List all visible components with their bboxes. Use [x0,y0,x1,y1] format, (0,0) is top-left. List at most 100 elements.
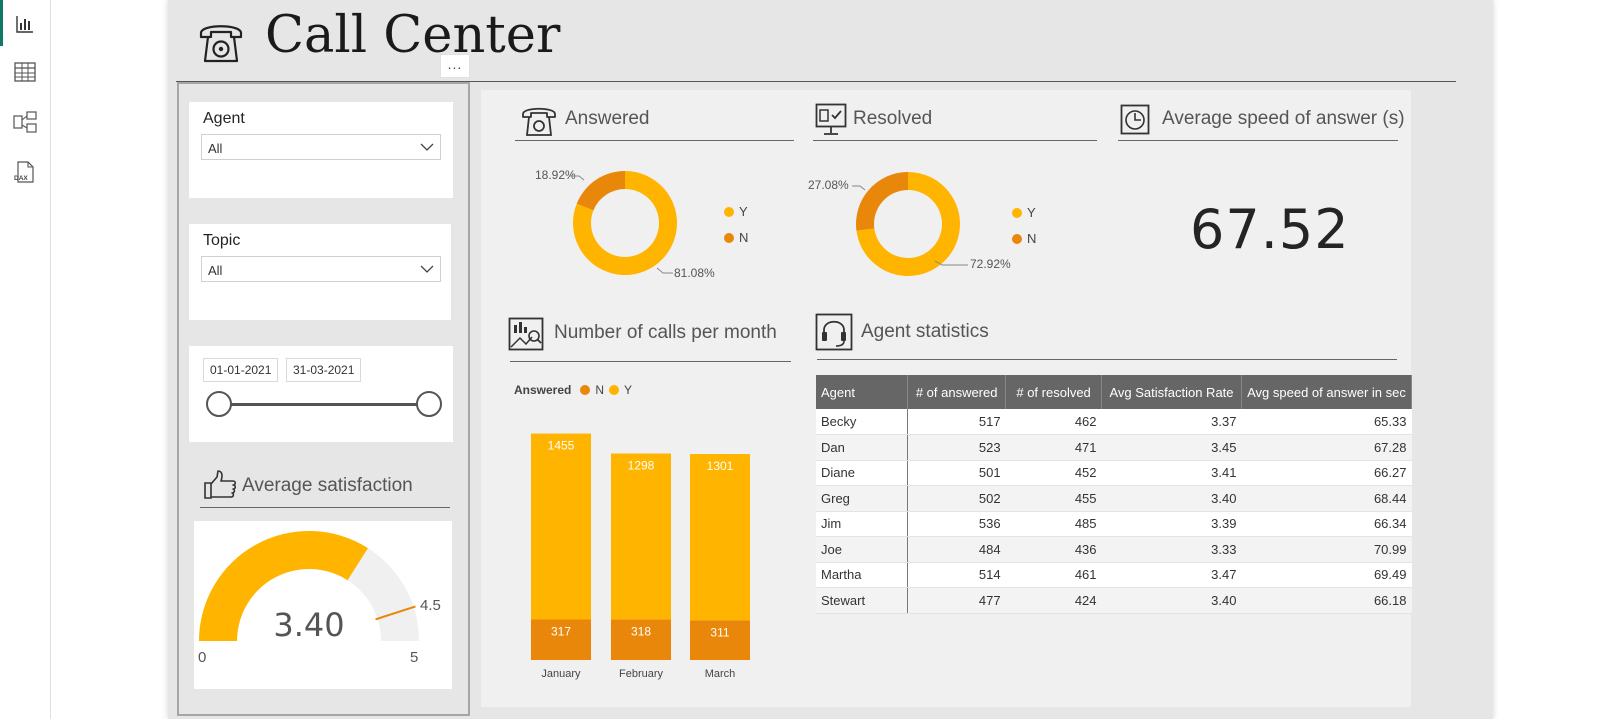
bar-y-march[interactable] [690,454,750,621]
more-options-button[interactable]: ... [440,54,470,78]
table-cell: 3.40 [1101,485,1242,512]
legend-swatch [724,232,734,243]
data-view-icon [14,62,36,82]
telephone-icon [522,107,556,136]
answered-title: Answered [565,108,650,129]
agent-statistics-title: Agent statistics [861,321,989,342]
table-cell: 66.27 [1241,460,1412,486]
column-header[interactable]: # of answered [907,375,1007,409]
calls-legend-n[interactable]: N [595,383,605,397]
column-header[interactable]: # of resolved [1005,375,1103,409]
table-cell: 424 [1005,587,1102,614]
resolved-donut-chart[interactable] [853,169,963,279]
speed-kpi-value: 67.52 [1190,198,1350,261]
resolved-n-percent: 27.08% [808,178,849,192]
table-row[interactable]: Greg 502 455 3.40 68.44 [816,485,1412,512]
gauge-target-marker [375,605,416,621]
topic-slicer: Topic All [189,224,451,320]
calls-legend-y[interactable]: Y [624,383,633,397]
date-range-track[interactable] [219,403,429,406]
bar-n-february[interactable] [611,619,671,660]
resolved-slice-y[interactable] [856,172,960,276]
answered-legend-n[interactable]: N [724,230,748,245]
bar-n-march[interactable] [690,620,750,660]
table-cell: Becky [816,409,909,435]
satisfaction-gauge-card[interactable]: 3.40 0 5 4.5 [194,521,452,689]
dax-query-view-button[interactable]: DAX [0,148,50,196]
table-cell: 452 [1005,460,1102,486]
calls-per-month-title: Number of calls per month [554,322,777,343]
end-date-input[interactable]: 31-03-2021 [286,358,362,382]
answered-leader-lines [569,175,673,274]
telephone-icon [199,25,243,63]
table-cell: 70.99 [1241,536,1412,563]
legend-swatch-y [609,385,620,395]
gauge-value: 3.40 [273,606,344,644]
resolved-slice-n[interactable] [856,172,908,231]
agent-dropdown[interactable]: All [201,134,441,160]
table-cell: 69.49 [1241,562,1412,588]
table-cell: 455 [1005,485,1102,512]
answered-n-percent: 18.92% [535,168,576,182]
model-view-button[interactable] [0,98,50,146]
column-header[interactable]: Avg Satisfaction Rate [1101,375,1242,409]
date-slicer: 01-01-2021 31-03-2021 [189,346,453,442]
answered-legend-y[interactable]: Y [724,204,748,219]
bar-y-february[interactable] [611,453,671,620]
answered-slice-y[interactable] [573,171,677,275]
answered-y-percent: 81.08% [674,266,715,280]
report-view-button[interactable] [0,0,50,48]
table-row[interactable]: Diane 501 452 3.41 66.27 [816,460,1412,486]
table-row[interactable]: Joe 484 436 3.33 70.99 [816,536,1412,563]
table-row[interactable]: Jim 536 485 3.39 66.34 [816,511,1412,537]
answered-donut-chart[interactable] [570,168,680,278]
report-view-icon [16,16,33,33]
table-row[interactable]: Martha 514 461 3.47 69.49 [816,562,1412,588]
table-cell: Dan [816,434,909,461]
resolved-legend-n[interactable]: N [1012,231,1036,246]
page-title: Call Center [265,6,561,65]
bar-n-january[interactable] [531,619,591,660]
gauge-target-label: 4.5 [420,597,441,614]
bar-data-label: 1298 [628,459,655,473]
view-switcher-rail: DAX [0,0,51,719]
chart-report-icon [508,317,544,351]
resolved-leader-lines [852,185,968,266]
table-header-row: Agent # of answered # of resolved Avg Sa… [816,375,1413,409]
legend-label: N [739,230,749,245]
monitor-check-icon [815,103,847,135]
resolved-y-percent: 72.92% [970,257,1011,271]
table-row[interactable]: Dan 523 471 3.45 67.28 [816,434,1412,461]
table-cell: Diane [816,460,909,486]
calls-legend: Answered N Y [514,383,632,397]
calls-per-month-divider [510,361,791,362]
topic-dropdown-value: All [208,263,223,278]
topic-dropdown[interactable]: All [201,256,441,282]
resolved-divider [813,140,1097,141]
table-cell: 462 [1005,409,1102,435]
date-range-start-handle[interactable] [206,391,232,417]
speed-divider [1118,140,1398,141]
table-row[interactable]: Becky 517 462 3.37 65.33 [816,409,1412,435]
table-cell: 66.34 [1241,511,1412,537]
table-cell: Joe [816,536,909,563]
table-cell: 3.45 [1101,434,1242,461]
bar-y-january[interactable] [531,433,591,620]
date-range-end-handle[interactable] [416,391,442,417]
bar-data-label: 311 [710,625,729,639]
chevron-down-icon [420,265,434,273]
table-row[interactable]: Stewart 477 424 3.40 66.18 [816,587,1412,614]
start-date-input[interactable]: 01-01-2021 [203,358,279,382]
column-header[interactable]: Agent [816,375,909,409]
table-cell: 3.47 [1101,562,1242,588]
satisfaction-gauge[interactable]: 3.40 0 5 4.5 [194,521,452,689]
column-header[interactable]: Avg speed of answer in sec [1241,375,1413,409]
legend-label: Y [1027,205,1036,220]
resolved-legend-y[interactable]: Y [1012,205,1036,220]
answered-slice-n[interactable] [576,171,625,211]
calls-per-month-bar-chart[interactable]: 317 1455 January 318 1298 February 311 1301 Marc… [481,410,791,685]
thumbs-up-icon [204,470,237,499]
data-view-button[interactable] [0,48,50,96]
table-cell: Martha [816,562,909,588]
legend-label: Y [739,204,748,219]
